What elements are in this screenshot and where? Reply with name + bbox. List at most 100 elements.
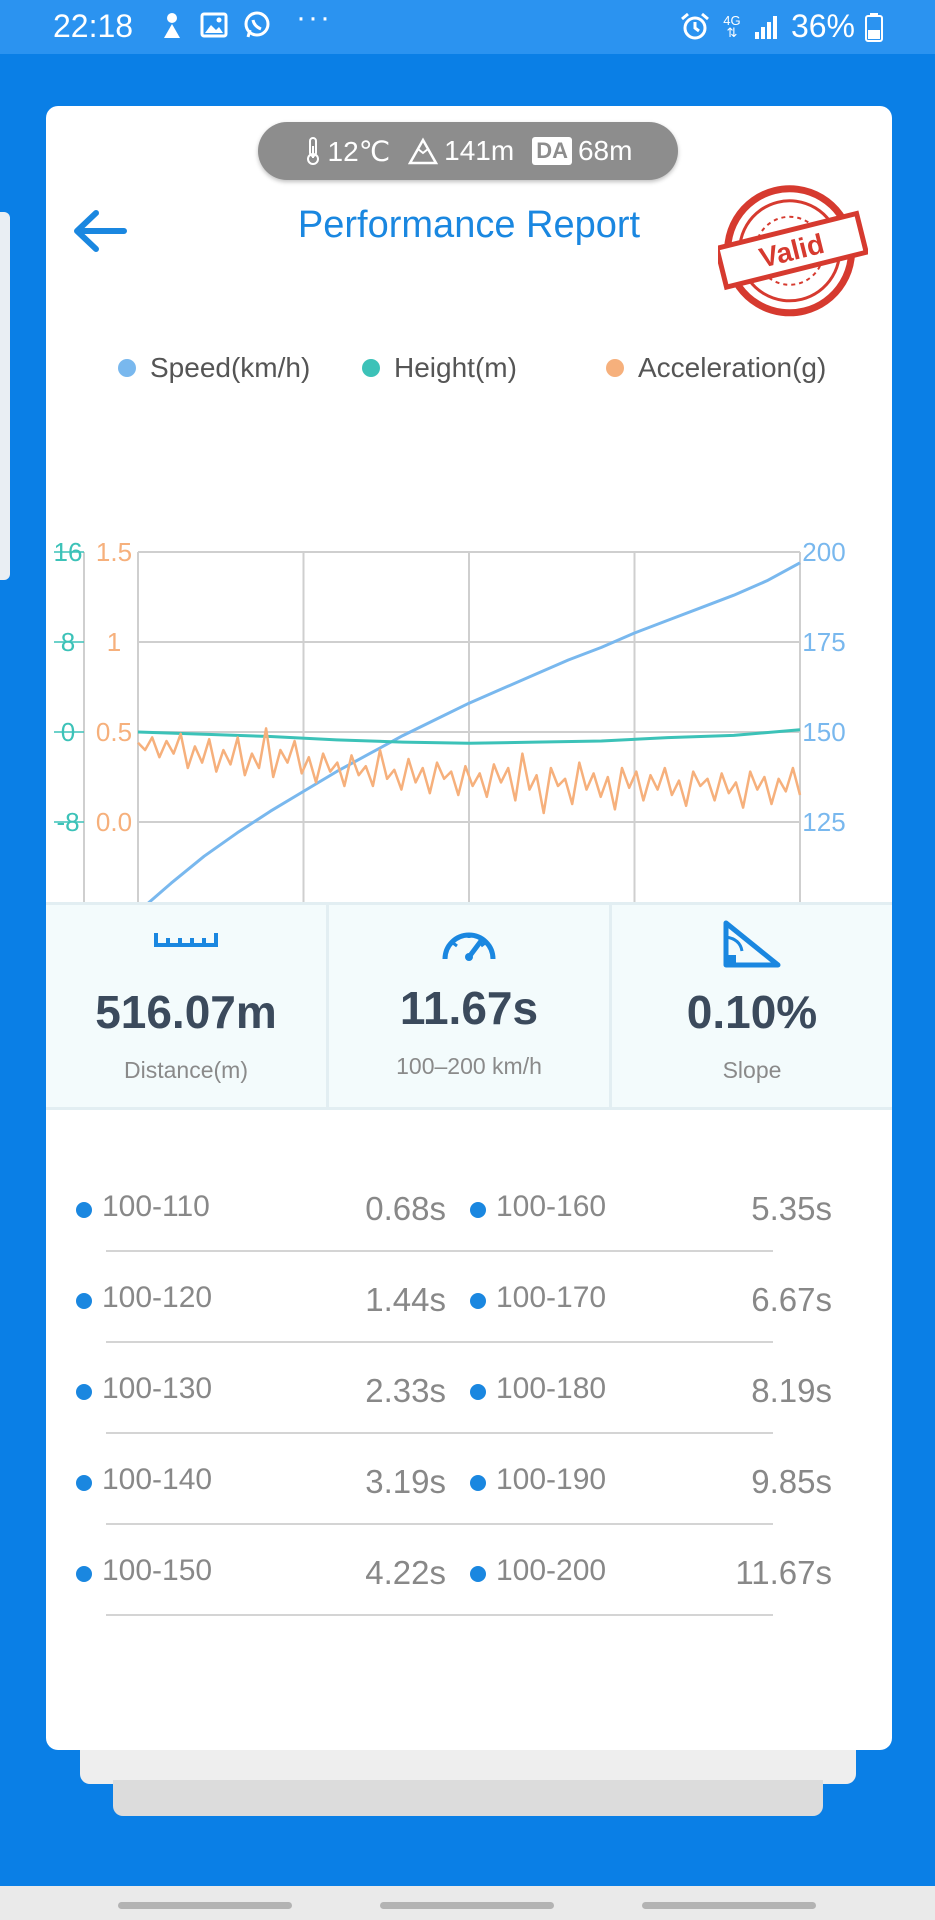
split-divider	[106, 1341, 773, 1343]
split-range: 100-170	[496, 1281, 607, 1314]
acceleration-tick-label: 0.0	[96, 807, 132, 837]
split-time: 2.33s	[365, 1372, 446, 1409]
more-notifications: ···	[296, 1, 332, 34]
edge-panel-handle[interactable]	[0, 212, 10, 580]
page-title: Performance Report	[297, 204, 641, 246]
split-times-table: 100-110 0.68s 100-160 5.35s 100-120 1.44s 100-…	[46, 1168, 892, 1623]
time-label: 100–200 km/h	[396, 1053, 542, 1079]
split-dot	[470, 1566, 486, 1582]
status-time: 22:18	[53, 8, 134, 44]
split-dot	[76, 1202, 92, 1218]
split-item: 100-180 8.19s	[470, 1372, 832, 1412]
split-time: 6.67s	[751, 1281, 832, 1318]
stat-slope: 0.10% Slope	[612, 905, 892, 1107]
split-range: 100-180	[496, 1372, 607, 1405]
split-item: 100-160 5.35s	[470, 1190, 832, 1230]
split-row: 100-150 4.22s 100-200 11.67s	[46, 1532, 892, 1623]
gallery-icon	[200, 12, 228, 38]
notification-icons: ···	[158, 1, 332, 40]
split-dot	[76, 1566, 92, 1582]
time-value: 11.67s	[399, 982, 539, 1034]
split-dot	[470, 1475, 486, 1491]
report-card: 12℃ 141m DA 68m Performance Report Valid…	[46, 106, 892, 1750]
acceleration-tick-label: 1.5	[96, 537, 132, 567]
chart-legend: Speed(km/h) Height(m) Acceleration(g)	[72, 352, 872, 392]
split-divider	[106, 1614, 773, 1616]
thermometer-icon	[306, 137, 319, 165]
split-range: 100-120	[102, 1281, 213, 1314]
slope-icon	[723, 920, 781, 968]
split-divider	[106, 1250, 773, 1252]
status-right: 4G ⇅ 36%	[679, 8, 883, 45]
split-row: 100-110 0.68s 100-160 5.35s	[46, 1168, 892, 1259]
environment-pill: 12℃ 141m DA 68m	[258, 122, 678, 180]
split-dot	[76, 1384, 92, 1400]
stacked-card-shadow	[113, 1780, 823, 1816]
speed-tick-label: 150	[802, 717, 845, 747]
stat-distance: 516.07m Distance(m)	[46, 905, 329, 1107]
nav-back-button[interactable]	[642, 1902, 816, 1909]
split-item: 100-200 11.67s	[470, 1554, 832, 1594]
split-time: 4.22s	[365, 1554, 446, 1591]
legend-height[interactable]: Height(m)	[362, 352, 517, 384]
split-item: 100-190 9.85s	[470, 1463, 832, 1503]
split-range: 100-200	[496, 1554, 607, 1587]
split-range: 100-110	[102, 1190, 210, 1223]
valid-stamp: Valid	[718, 185, 868, 317]
split-divider	[106, 1432, 773, 1434]
split-dot	[76, 1293, 92, 1309]
alarm-icon	[680, 12, 709, 39]
speed-tick-label: 200	[802, 537, 845, 567]
split-dot	[470, 1293, 486, 1309]
series-acceleration-g-line	[137, 727, 802, 815]
split-divider	[106, 1523, 773, 1525]
density-altitude: DA 68m	[532, 135, 632, 167]
split-range: 100-140	[102, 1463, 213, 1496]
split-row: 100-120 1.44s 100-170 6.67s	[46, 1259, 892, 1350]
legend-acceleration-dot	[606, 359, 624, 377]
split-time: 3.19s	[365, 1463, 446, 1500]
legend-height-dot	[362, 359, 380, 377]
system-nav-bar	[0, 1886, 935, 1920]
density-altitude-badge: DA	[532, 137, 572, 165]
split-row: 100-130 2.33s 100-180 8.19s	[46, 1350, 892, 1441]
acceleration-tick-label: 0.5	[96, 717, 132, 747]
legend-speed[interactable]: Speed(km/h)	[118, 352, 310, 384]
split-item: 100-130 2.33s	[76, 1372, 446, 1412]
navigation-app-icon	[164, 13, 180, 38]
split-item: 100-120 1.44s	[76, 1281, 446, 1321]
speedometer-icon	[442, 932, 496, 961]
mountain-icon	[408, 137, 439, 165]
acceleration-tick-label: 1	[107, 627, 121, 657]
nav-recents-button[interactable]	[118, 1902, 292, 1909]
split-time: 11.67s	[735, 1554, 832, 1591]
split-item: 100-140 3.19s	[76, 1463, 446, 1503]
nav-home-button[interactable]	[380, 1902, 554, 1909]
split-row: 100-140 3.19s 100-190 9.85s	[46, 1441, 892, 1532]
whatsapp-icon	[244, 11, 270, 38]
altitude: 141m	[408, 135, 514, 167]
split-item: 100-150 4.22s	[76, 1554, 446, 1594]
network-type-icon: 4G ⇅	[723, 12, 741, 40]
stat-time: 11.67s 100–200 km/h	[329, 905, 612, 1107]
split-time: 1.44s	[365, 1281, 446, 1318]
split-item: 100-110 0.68s	[76, 1190, 446, 1230]
temperature: 12℃	[304, 135, 390, 168]
signal-icon	[754, 15, 777, 39]
speed-tick-label: 125	[802, 807, 845, 837]
speed-tick-label: 175	[802, 627, 845, 657]
status-bar: 22:18 ··· 4G ⇅ 36%	[0, 0, 935, 54]
legend-acceleration[interactable]: Acceleration(g)	[606, 352, 826, 384]
split-time: 8.19s	[751, 1372, 832, 1409]
split-dot	[470, 1384, 486, 1400]
stats-panel: 516.07m Distance(m) 11.67s 100–200 km/h …	[46, 902, 892, 1110]
series-speed-km-h-line	[137, 561, 801, 914]
split-item: 100-170 6.67s	[470, 1281, 832, 1321]
split-time: 0.68s	[365, 1190, 446, 1227]
split-dot	[76, 1475, 92, 1491]
split-range: 100-190	[496, 1463, 607, 1496]
battery-icon	[865, 12, 883, 42]
legend-speed-dot	[118, 359, 136, 377]
back-button[interactable]	[64, 196, 134, 266]
